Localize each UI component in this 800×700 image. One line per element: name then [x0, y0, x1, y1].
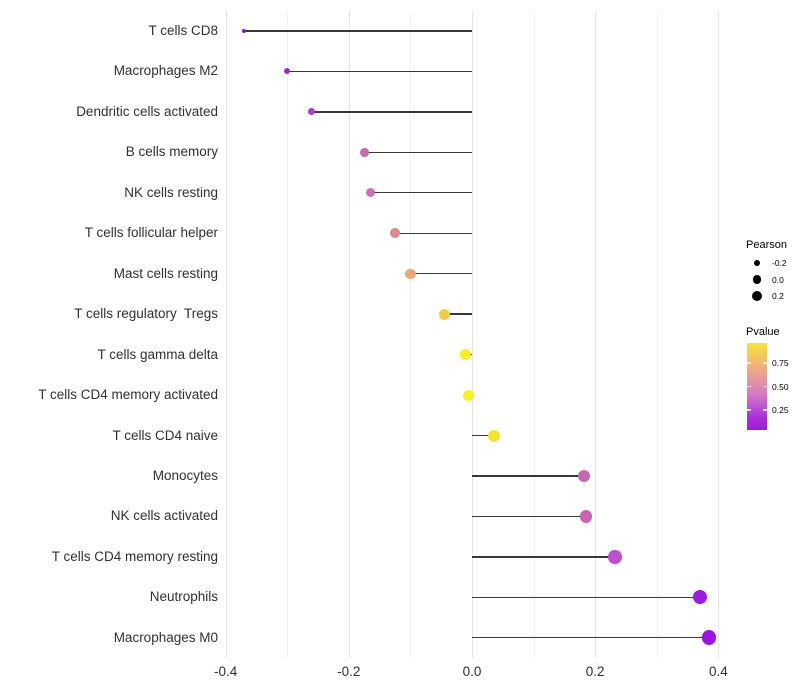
lollipop-stem	[395, 232, 472, 234]
lollipop-point	[390, 228, 400, 239]
size-legend-label: -0.2	[772, 258, 787, 268]
grid-line-major	[718, 11, 720, 658]
lollipop-point	[241, 28, 247, 34]
gradient-tick	[763, 362, 767, 364]
x-tick-label: 0.4	[709, 664, 728, 679]
row-label: Dendritic cells activated	[76, 103, 218, 119]
size-legend-dot	[752, 275, 762, 284]
pvalue-tick-label: 0.25	[772, 405, 789, 415]
grid-line-major	[348, 11, 350, 658]
row-label: NK cells activated	[110, 508, 218, 524]
row-label: Monocytes	[152, 467, 218, 483]
gradient-tick	[747, 409, 751, 411]
row-label: T cells CD4 memory activated	[38, 387, 218, 403]
lollipop-stem	[370, 192, 472, 194]
row-label: T cells CD8	[148, 23, 218, 38]
lollipop-stem	[472, 515, 586, 518]
size-legend-dot	[751, 290, 763, 302]
x-tick-label: 0.0	[462, 664, 482, 679]
size-legend-title: Pearson	[746, 239, 787, 251]
grid-line-minor	[533, 11, 535, 658]
lollipop-point	[692, 590, 707, 605]
row-label: Neutrophils	[149, 589, 218, 605]
lollipop-point	[608, 550, 622, 564]
lollipop-point	[405, 268, 416, 279]
lollipop-stem	[311, 111, 472, 113]
lollipop-point	[365, 188, 375, 198]
lollipop-point	[487, 429, 500, 442]
gradient-tick	[747, 362, 751, 364]
row-label: Macrophages M0	[113, 629, 218, 645]
grid-line-minor	[656, 11, 658, 658]
lollipop-point	[460, 349, 472, 361]
row-label: Mast cells resting	[113, 265, 218, 281]
gradient-tick	[747, 385, 751, 388]
x-tick-label: 0.2	[585, 664, 605, 679]
lollipop-point	[701, 630, 717, 646]
row-label: T cells CD4 naive	[112, 427, 218, 443]
row-label: T cells gamma delta	[97, 346, 218, 362]
lollipop-stem	[472, 556, 615, 558]
lollipop-stem	[444, 313, 472, 315]
lollipop-stem	[472, 637, 710, 639]
size-legend-label: 0.0	[772, 274, 784, 285]
gradient-tick	[763, 409, 767, 411]
row-label: Macrophages M2	[113, 63, 218, 79]
color-legend-title: Pvalue	[746, 326, 780, 338]
pvalue-tick-label: 0.50	[772, 381, 789, 392]
lollipop-point	[463, 389, 475, 401]
grid-line-major	[595, 11, 597, 658]
lollipop-stem	[472, 596, 700, 598]
pvalue-tick-label: 0.75	[772, 358, 789, 368]
x-tick-label: -0.2	[337, 664, 361, 679]
grid-line-major	[225, 11, 227, 658]
row-label: NK cells resting	[124, 184, 218, 200]
row-label: T cells regulatory Tregs	[74, 306, 218, 322]
lollipop-stem	[244, 30, 472, 32]
lollipop-point	[579, 510, 593, 523]
lollipop-stem	[410, 273, 472, 275]
lollipop-point	[359, 147, 369, 157]
lollipop-point	[438, 308, 450, 320]
grid-line-major	[472, 11, 473, 658]
row-label: T cells follicular helper	[84, 225, 218, 241]
lollipop-stem	[472, 475, 585, 477]
lollipop-stem	[364, 151, 472, 154]
pvalue-gradient-bar	[747, 343, 767, 430]
size-legend-label: 0.2	[772, 291, 784, 301]
grid-line-minor	[410, 11, 412, 658]
lollipop-point	[577, 469, 591, 483]
lollipop-stem	[287, 70, 472, 73]
size-legend-dot	[753, 259, 761, 267]
lollipop-stem	[472, 434, 494, 437]
gradient-tick	[763, 385, 767, 388]
lollipop-point	[284, 68, 291, 75]
row-label: T cells CD4 memory resting	[51, 548, 218, 564]
row-label: B cells memory	[125, 144, 218, 160]
x-tick-label: -0.4	[213, 664, 238, 679]
grid-line-minor	[287, 11, 289, 658]
lollipop-point	[308, 108, 316, 116]
